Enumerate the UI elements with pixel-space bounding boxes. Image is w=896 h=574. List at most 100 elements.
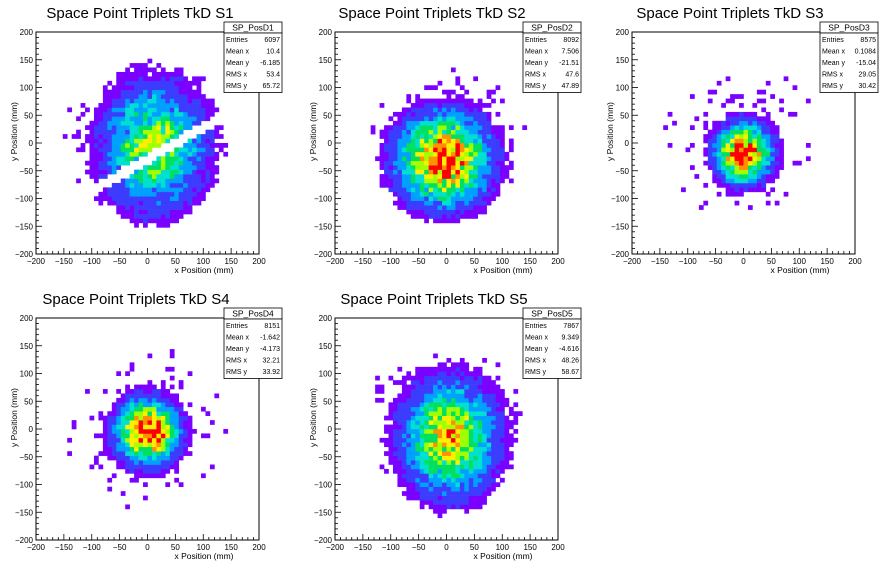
- heatmap-cell: [442, 446, 447, 452]
- heatmap-cell: [116, 420, 122, 425]
- heatmap-cell: [205, 178, 211, 184]
- heatmap-cell: [129, 98, 135, 104]
- heatmap-cell: [730, 182, 735, 188]
- heatmap-cell: [156, 94, 162, 99]
- heatmap-cell: [486, 389, 492, 394]
- heatmap-cell: [500, 125, 505, 130]
- heatmap-cell: [703, 200, 709, 206]
- heatmap-cell: [129, 468, 135, 474]
- heatmap-cell: [734, 165, 740, 170]
- heatmap-cell: [178, 89, 184, 95]
- heatmap-cell: [446, 178, 452, 184]
- heatmap-cell: [491, 98, 496, 104]
- heatmap-cell: [734, 94, 740, 99]
- heatmap-cell: [721, 143, 726, 148]
- heatmap-cell: [442, 89, 447, 95]
- heatmap-cell: [707, 138, 713, 144]
- heatmap-cell: [138, 191, 144, 197]
- heatmap-cell: [459, 446, 465, 452]
- heatmap-cell: [107, 103, 113, 108]
- heatmap-cell: [419, 371, 425, 377]
- heatmap-cell: [156, 187, 162, 193]
- heatmap-cell: [473, 134, 479, 139]
- stats-row-label: Mean y: [226, 60, 249, 67]
- heatmap-cell: [424, 200, 429, 206]
- heatmap-cell: [450, 371, 456, 377]
- heatmap-cell: [397, 397, 403, 403]
- heatmap-cell: [455, 389, 461, 394]
- heatmap-cell: [459, 103, 465, 108]
- heatmap-cell: [174, 406, 180, 412]
- heatmap-cell: [205, 129, 211, 135]
- heatmap-cell: [712, 134, 718, 139]
- heatmap-cell: [437, 156, 443, 162]
- heatmap-cell: [138, 384, 144, 390]
- heatmap-cell: [111, 134, 117, 139]
- heatmap-cell: [455, 411, 461, 416]
- heatmap-cell: [410, 406, 416, 412]
- heatmap-cell: [433, 191, 438, 197]
- heatmap-cell: [446, 94, 452, 99]
- heatmap-cell: [473, 455, 479, 461]
- heatmap-cell: [165, 129, 171, 135]
- heatmap-cell: [375, 375, 380, 381]
- heatmap-cell: [468, 384, 474, 390]
- heatmap-cell: [450, 156, 456, 162]
- heatmap-cell: [477, 191, 483, 197]
- heatmap-cell: [428, 411, 434, 416]
- heatmap-cell: [468, 182, 474, 188]
- stats-row-label: RMS y: [525, 83, 547, 90]
- heatmap-cell: [424, 442, 429, 448]
- y-tick-label: −200: [314, 536, 333, 545]
- heatmap-cells: [67, 349, 229, 510]
- heatmap-cell: [201, 134, 206, 139]
- heatmap-cell: [495, 482, 501, 488]
- heatmap-cell: [406, 147, 412, 153]
- heatmap-cell: [433, 411, 438, 416]
- heatmap-cell: [138, 76, 144, 82]
- heatmap-cell: [437, 200, 443, 206]
- heatmap-cell: [459, 191, 465, 197]
- heatmap-cell: [716, 165, 722, 170]
- heatmap-cell: [120, 442, 126, 448]
- heatmap-cell: [419, 107, 425, 113]
- heatmap-cell: [174, 460, 180, 465]
- heatmap-cell: [125, 191, 130, 197]
- heatmap-cell: [397, 205, 403, 210]
- heatmap-cell: [183, 116, 188, 122]
- y-tick-label: −200: [611, 250, 630, 259]
- heatmap-cell: [464, 473, 470, 479]
- heatmap-cell: [743, 160, 749, 166]
- heatmap-cell: [174, 169, 180, 175]
- heatmap-cell: [473, 504, 479, 510]
- y-tick-label: −200: [15, 536, 34, 545]
- heatmap-cell: [98, 415, 104, 421]
- heatmap-cell: [428, 174, 434, 179]
- heatmap-cell: [120, 129, 126, 135]
- heatmap-cell: [459, 397, 465, 403]
- heatmap-cell: [455, 160, 461, 166]
- heatmap-cell: [147, 147, 153, 153]
- heatmap-cell: [442, 103, 447, 108]
- heatmap-cell: [165, 433, 171, 439]
- heatmap-cell: [209, 129, 215, 135]
- x-tick-label: 0: [145, 543, 150, 552]
- heatmap-cell: [379, 103, 385, 108]
- heatmap-cell: [459, 160, 465, 166]
- stats-row-label: RMS y: [822, 83, 844, 90]
- heatmap-cell: [178, 156, 184, 162]
- heatmap-cell: [450, 433, 456, 439]
- heatmap-cell: [93, 151, 99, 157]
- heatmap-cell: [433, 129, 438, 135]
- heatmap-cell: [455, 218, 461, 224]
- heatmap-cell: [752, 178, 758, 184]
- heatmap-cell: [165, 464, 171, 470]
- heatmap-cell: [450, 486, 456, 492]
- heatmap-cell: [410, 116, 416, 122]
- heatmap-cell: [504, 415, 510, 421]
- heatmap-cell: [437, 169, 443, 175]
- heatmap-cell: [406, 486, 412, 492]
- heatmap-cell: [174, 205, 180, 210]
- heatmap-cell: [187, 147, 193, 153]
- heatmap-cell: [183, 209, 188, 215]
